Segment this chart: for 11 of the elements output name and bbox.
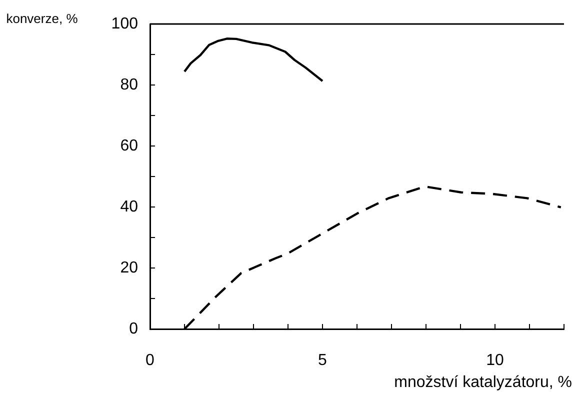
- y-tick-label: 100: [111, 15, 138, 32]
- x-axis-title: množství katalyzátoru, %: [394, 374, 572, 392]
- y-axis-title: konverze, %: [5, 10, 79, 28]
- y-tick-label: 60: [120, 137, 138, 154]
- y-tick-label: 0: [129, 320, 138, 338]
- y-tick-label: 80: [120, 76, 138, 94]
- y-tick-label: 40: [120, 198, 138, 216]
- x-tick-label: 5: [318, 352, 328, 370]
- x-tick-label: 0: [146, 352, 155, 370]
- y-tick-label: 20: [120, 259, 138, 276]
- x-tick-label: 10: [486, 352, 504, 370]
